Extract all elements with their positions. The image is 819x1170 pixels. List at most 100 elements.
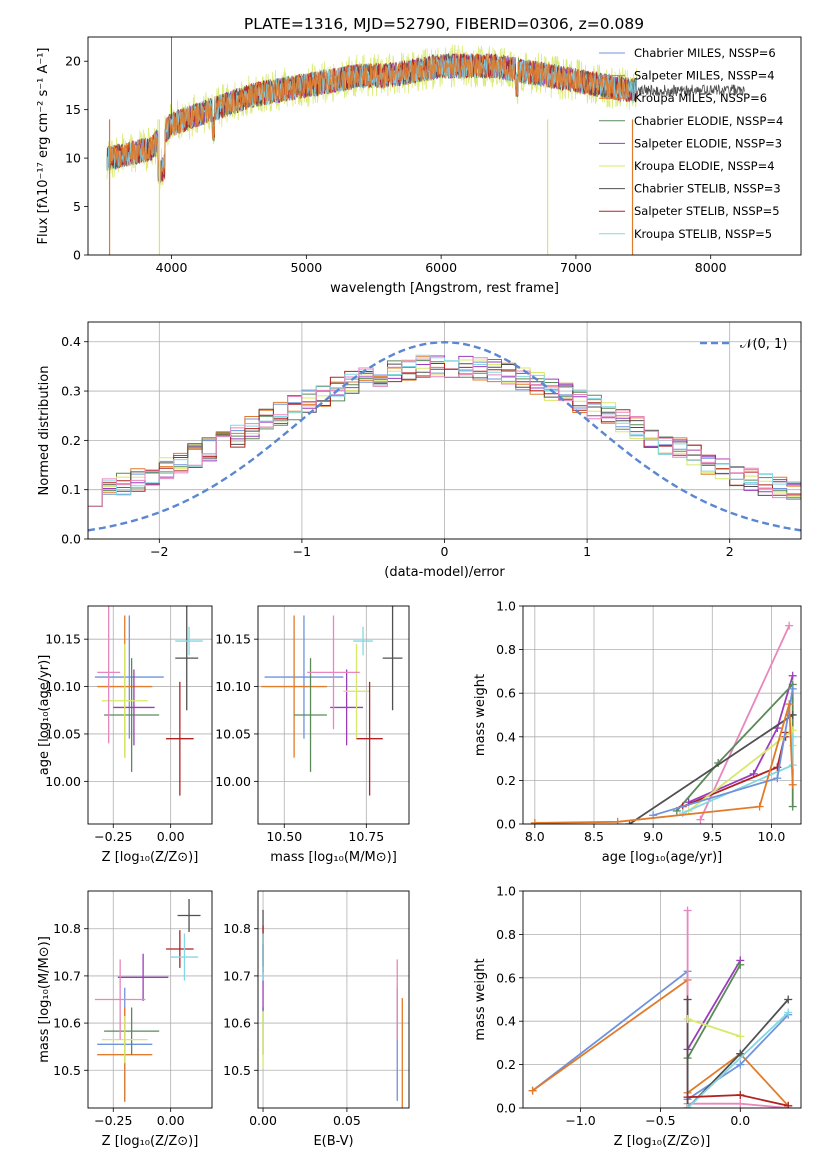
x-tick-label: 0.00 — [249, 1113, 277, 1128]
errorbar-point — [104, 1007, 160, 1055]
weight-series — [686, 1011, 789, 1108]
y-axis-label: age [log₁₀(age/yr)] — [37, 655, 52, 776]
chart-massweight-vs-Z: −1.0 −0.5 0.0 0.0 0.2 0.4 0.6 0.8 1.0 Z [log₁₀(Z/… — [473, 884, 802, 1149]
y-tick-label: 10.00 — [215, 774, 251, 789]
y-tick-label: 10.8 — [53, 921, 81, 936]
errorbar-point — [94, 615, 164, 739]
x-axis-label: E(B-V) — [313, 1134, 353, 1149]
x-tick-label: 0.00 — [157, 829, 185, 844]
figure-title: PLATE=1316, MJD=52790, FIBERID=0306, z=0… — [244, 15, 644, 33]
weight-marker — [683, 995, 692, 1004]
weight-marker — [736, 960, 745, 969]
plot-area — [106, 37, 745, 255]
x-tick-label: 9.5 — [702, 829, 722, 844]
plot-area — [262, 909, 403, 1108]
y-tick-label: 10.10 — [45, 679, 81, 694]
weight-marker — [773, 774, 782, 783]
errorbar-point — [175, 626, 203, 656]
axes-frame — [87, 890, 213, 1109]
weight-marker — [788, 780, 797, 789]
x-tick-label: 4000 — [156, 260, 188, 275]
y-tick-label: 5 — [73, 199, 81, 214]
x-tick-label: −1.0 — [565, 1113, 595, 1128]
y-tick-label: 0.1 — [61, 482, 81, 497]
x-tick-label: −0.5 — [645, 1113, 675, 1128]
errorbar-point — [101, 643, 148, 758]
y-tick-label: 10.00 — [45, 774, 81, 789]
legend: 𝒩(0, 1) — [700, 337, 787, 352]
errorbar-point — [104, 658, 160, 772]
x-tick-label: 7000 — [560, 260, 592, 275]
errorbar-point — [307, 615, 360, 730]
x-axis-label: Z [log₁₀(Z/Z⊙)] — [614, 1134, 711, 1149]
legend-entry: Salpeter STELIB, NSSP=5 — [634, 204, 780, 218]
chart-residuals: −2 −1 0 1 2 0.0 0.1 0.2 0.3 0.4 (data-model)/error… — [37, 321, 802, 580]
chart-massweight-vs-age: 8.0 8.5 9.0 9.5 10.0 0.0 0.2 0.4 0.6 0.8 1.0 age [l… — [473, 599, 802, 865]
errorbar-point — [166, 930, 194, 968]
x-tick-label: 5000 — [290, 260, 322, 275]
x-tick-label: 10.75 — [348, 829, 384, 844]
y-tick-label: 10.8 — [223, 921, 251, 936]
x-tick-label: −0.25 — [94, 829, 132, 844]
x-tick-label: 8000 — [695, 260, 727, 275]
y-tick-label: 1.0 — [496, 884, 516, 899]
y-tick-label: 10.15 — [45, 632, 81, 647]
y-tick-label: 10.6 — [53, 1016, 81, 1031]
weight-marker — [784, 995, 793, 1004]
y-tick-label: 0.4 — [61, 334, 81, 349]
spectrum-series — [109, 53, 630, 185]
errorbar-point — [261, 615, 327, 758]
y-tick-label: 15 — [65, 102, 81, 117]
weight-marker — [736, 1099, 745, 1108]
axes-frame — [257, 605, 410, 825]
axes-frame — [257, 890, 410, 1109]
legend-entry: Chabrier STELIB, NSSP=3 — [634, 182, 781, 196]
errorbar-point — [113, 669, 155, 746]
y-tick-label: 10.05 — [215, 726, 251, 741]
errorbar-point — [177, 899, 201, 933]
y-axis-label: mass weight — [473, 958, 488, 1040]
errorbar-point — [353, 626, 373, 656]
plot-area — [94, 899, 201, 1102]
y-tick-label: 10.7 — [53, 968, 81, 983]
weight-marker — [755, 802, 764, 811]
y-axis-label: Normed distribution — [37, 366, 52, 496]
errorbar-point — [166, 681, 194, 796]
weight-marker — [736, 1049, 745, 1058]
x-tick-label: 10.0 — [758, 829, 786, 844]
y-tick-label: 0.2 — [496, 1057, 516, 1072]
errorbar-point — [356, 681, 383, 796]
legend-entry: Salpeter ELODIE, NSSP=3 — [634, 136, 782, 150]
y-axis-label: mass weight — [473, 674, 488, 756]
errorbar-point — [94, 959, 146, 1040]
weight-marker — [678, 809, 687, 818]
legend-entry: Chabrier ELODIE, NSSP=4 — [634, 114, 783, 128]
weight-marker — [530, 818, 539, 824]
y-tick-label: 10.5 — [223, 1063, 251, 1078]
y-tick-label: 0.4 — [496, 729, 516, 744]
weight-marker — [683, 1104, 692, 1108]
y-tick-label: 10.05 — [45, 726, 81, 741]
plot-area — [528, 906, 793, 1108]
weight-marker — [528, 1086, 537, 1095]
legend: Chabrier MILES, NSSP=6 Salpeter MILES, NS… — [599, 46, 783, 241]
legend-entry: Kroupa ELODIE, NSSP=4 — [634, 159, 775, 173]
y-tick-label: 0.6 — [496, 686, 516, 701]
y-tick-label: 10.5 — [53, 1063, 81, 1078]
x-tick-label: 10.50 — [266, 829, 302, 844]
weight-marker — [785, 700, 794, 709]
errorbar-point — [382, 606, 403, 711]
weight-marker — [784, 1008, 793, 1017]
x-tick-label: 9.0 — [643, 829, 663, 844]
y-tick-label: 0.6 — [496, 970, 516, 985]
x-tick-label: −0.25 — [94, 1113, 132, 1128]
x-tick-label: 0.05 — [333, 1113, 361, 1128]
x-tick-label: −2 — [150, 544, 168, 559]
errorbar-point — [343, 643, 370, 739]
errorbar-point — [101, 1016, 148, 1064]
y-axis-label: mass [log₁₀(M/M⊙)] — [37, 936, 52, 1063]
axes-frame — [87, 36, 802, 256]
errorbar-point — [175, 606, 199, 711]
weight-series — [534, 703, 794, 824]
